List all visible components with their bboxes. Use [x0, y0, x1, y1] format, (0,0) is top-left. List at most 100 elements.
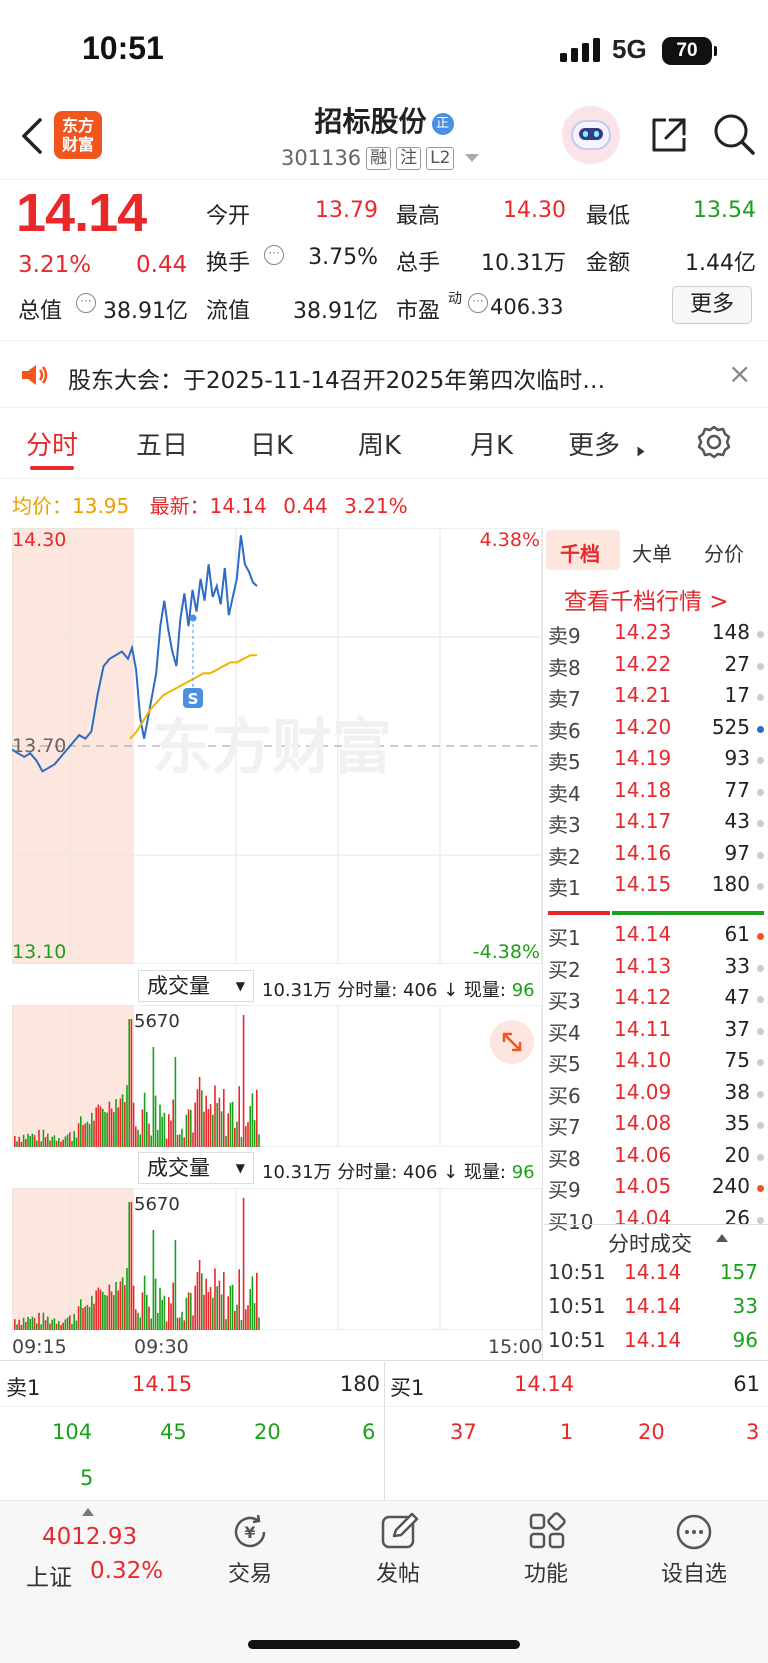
volume-bar [163, 1295, 166, 1330]
volume-bar [194, 1285, 196, 1330]
volume-bar [126, 1085, 128, 1147]
trade-button[interactable]: ¥ 交易 [190, 1510, 310, 1590]
volume-bar [75, 1137, 78, 1147]
level-volume: 93 [724, 746, 750, 770]
volume-bar [80, 1299, 82, 1330]
volume-bar [86, 1304, 89, 1330]
stat-label-turnover: 换手 [206, 251, 251, 276]
expand-icon[interactable] [490, 1020, 534, 1064]
level-label: 卖9 [548, 624, 581, 648]
volume-bar [176, 1317, 179, 1330]
search-icon[interactable] [712, 112, 756, 156]
status-dot [757, 694, 764, 701]
volume-bar [22, 1317, 25, 1330]
tab-more[interactable]: 更多 [568, 431, 621, 461]
volume-bar [150, 1318, 152, 1330]
info-icon[interactable]: ··· [468, 293, 488, 313]
volume-bar [161, 1116, 163, 1147]
gear-icon[interactable] [696, 424, 732, 460]
ask-row[interactable]: 卖4 14.18 77 [548, 778, 764, 809]
ask-row[interactable]: 卖9 14.23 148 [548, 620, 764, 651]
tag-margin: 融 [366, 146, 392, 170]
level-label: 卖1 [548, 876, 581, 900]
status-dot [757, 662, 764, 670]
volume-bar [253, 1303, 256, 1330]
price-chart[interactable]: 东方财富 14.30 13.70 13.10 4.38% -4.38% S [12, 528, 542, 964]
trade-price: 14.14 [624, 1328, 682, 1352]
ask-row[interactable]: 卖3 14.17 43 [548, 809, 764, 840]
trade-price: 14.14 [624, 1260, 682, 1284]
stat-label-pe: 市盈 [396, 299, 441, 324]
volume-bar [36, 1140, 38, 1147]
volume-bar [159, 1104, 161, 1147]
volume-bar [60, 1141, 62, 1147]
trade-row: 10:51 14.14 96 [548, 1328, 764, 1359]
level-price: 14.12 [614, 985, 672, 1009]
bid-row[interactable]: 买2 14.13 33 [548, 954, 764, 985]
volume-bar [220, 1294, 223, 1330]
ask-queue-item: 45 [160, 1420, 187, 1444]
dropdown-triangle-icon: ▼ [235, 1161, 245, 1175]
ask-row[interactable]: 卖6 14.20 525 [548, 715, 764, 746]
tab-intraday[interactable]: 分时 [26, 431, 79, 461]
index-value[interactable]: 4012.93 [42, 1524, 138, 1550]
volume-bar [18, 1319, 20, 1330]
bid-row[interactable]: 买6 14.09 38 [548, 1080, 764, 1111]
volume-dropdown[interactable]: 成交量 ▼ [138, 970, 254, 1002]
post-button[interactable]: 发帖 [338, 1510, 458, 1590]
volume-bar [181, 1311, 183, 1330]
orderbook-tab-price[interactable]: 分价 [704, 542, 744, 566]
volume-dropdown[interactable]: 成交量 ▼ [138, 1152, 254, 1184]
volume-bar [14, 1319, 16, 1330]
ask-row[interactable]: 卖5 14.19 93 [548, 746, 764, 777]
orderbook-tab-bigorder[interactable]: 大单 [632, 542, 672, 566]
orderbook-depth-link[interactable]: 查看千档行情 > [564, 589, 729, 615]
robot-assistant-icon[interactable] [562, 106, 620, 164]
info-icon[interactable]: ··· [264, 245, 284, 265]
bid-row[interactable]: 买7 14.08 35 [548, 1111, 764, 1142]
volume-bar [256, 1272, 258, 1330]
ask-row[interactable]: 卖2 14.16 97 [548, 841, 764, 872]
volume-bar [18, 1136, 20, 1147]
level-label: 买9 [548, 1178, 581, 1202]
volume-bar [102, 1291, 104, 1330]
notice-bar[interactable]: 股东大会：于2025-11-14召开2025年第四次临时… × [0, 340, 768, 408]
info-icon[interactable]: ··· [76, 293, 96, 313]
share-icon[interactable] [648, 114, 690, 156]
stock-title: 招标股份 正 [0, 100, 768, 140]
tab-daily-k[interactable]: 日K [250, 431, 294, 461]
orderbook-tab-depth[interactable]: 千档 [560, 542, 600, 566]
ask-row[interactable]: 卖7 14.21 17 [548, 683, 764, 714]
stock-code-row[interactable]: 301136 融 注 L2 [281, 146, 480, 170]
index-pct[interactable]: 0.32% [90, 1558, 164, 1584]
volume-bar [247, 1122, 249, 1147]
back-arrow-icon[interactable] [18, 116, 46, 156]
close-icon[interactable]: × [728, 357, 752, 390]
stat-label-amount: 金额 [586, 251, 631, 276]
tab-five-day[interactable]: 五日 [136, 431, 189, 461]
tab-weekly-k[interactable]: 周K [358, 431, 402, 461]
bid-row[interactable]: 买5 14.10 75 [548, 1048, 764, 1079]
ask-row[interactable]: 卖1 14.15 180 [548, 872, 764, 903]
volume-bar [106, 1295, 108, 1330]
volume-bar [31, 1316, 34, 1330]
bid-row[interactable]: 买10 14.04 26 [548, 1206, 764, 1237]
bid-row[interactable]: 买1 14.14 61 [548, 922, 764, 953]
add-watchlist-button[interactable]: 设自选 [634, 1510, 754, 1590]
bid-row[interactable]: 买8 14.06 20 [548, 1143, 764, 1174]
bid-row[interactable]: 买4 14.11 37 [548, 1017, 764, 1048]
more-stats-button[interactable]: 更多 [672, 286, 752, 324]
volume-bar [128, 1202, 130, 1330]
volume-bar [216, 1286, 218, 1330]
volume-bar [225, 1319, 227, 1330]
function-button[interactable]: 功能 [486, 1510, 606, 1590]
volume-bar [77, 1306, 80, 1330]
ask-row[interactable]: 卖8 14.22 27 [548, 652, 764, 683]
trade-price: 14.14 [624, 1294, 682, 1318]
s-marker-badge[interactable] [183, 688, 203, 708]
trades-title[interactable]: 分时成交 [608, 1232, 692, 1256]
bid-row[interactable]: 买3 14.12 47 [548, 985, 764, 1016]
bid-row[interactable]: 买9 14.05 240 [548, 1174, 764, 1205]
index-name[interactable]: 上证 [26, 1565, 72, 1591]
tab-monthly-k[interactable]: 月K [470, 431, 514, 461]
